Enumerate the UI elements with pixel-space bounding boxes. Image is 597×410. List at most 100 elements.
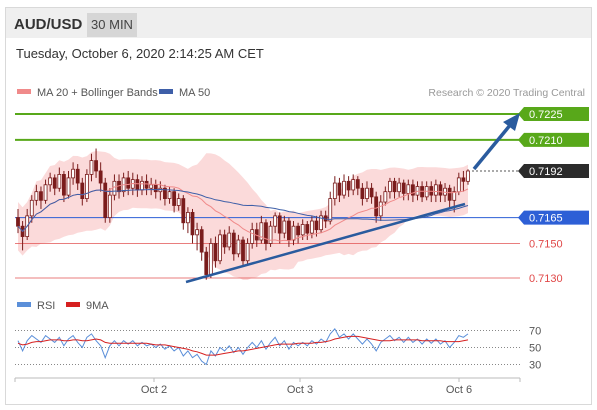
candle-body bbox=[163, 187, 167, 199]
candle-body bbox=[213, 243, 218, 262]
candle-body bbox=[287, 220, 291, 241]
candle-body bbox=[43, 184, 48, 201]
rsi-line bbox=[17, 327, 469, 366]
candle-body bbox=[360, 187, 365, 199]
candle-body bbox=[204, 251, 209, 275]
candle-body bbox=[438, 184, 443, 196]
candle-body bbox=[208, 243, 213, 275]
candle-body bbox=[103, 182, 108, 218]
chart-datetime: Tuesday, October 6, 2020 2:14:25 AM CET bbox=[16, 46, 264, 61]
candle-body bbox=[195, 229, 199, 236]
candle-body bbox=[264, 222, 268, 244]
candle-body bbox=[410, 184, 415, 196]
candle-body bbox=[57, 174, 62, 189]
candle-body bbox=[378, 201, 383, 217]
candle-body bbox=[259, 222, 264, 241]
candle-body bbox=[176, 198, 181, 206]
bollinger-bands bbox=[18, 151, 468, 280]
candle-body bbox=[185, 211, 190, 224]
candle-body bbox=[461, 177, 466, 182]
candle-body bbox=[218, 234, 222, 262]
rsi-tick-label: 70 bbox=[529, 326, 541, 338]
rsi-tick-label: 30 bbox=[529, 360, 541, 372]
rsi-tick-label: 50 bbox=[529, 343, 541, 355]
candle-body bbox=[172, 191, 177, 206]
candle-body bbox=[273, 215, 278, 227]
resistance-tag bbox=[518, 107, 589, 121]
pivot-tag bbox=[518, 210, 589, 225]
candle-body bbox=[34, 191, 39, 201]
candle-body bbox=[71, 168, 76, 179]
candle-body bbox=[236, 239, 241, 255]
candle-body bbox=[227, 232, 232, 248]
candle-body bbox=[149, 184, 154, 189]
candle-body bbox=[167, 191, 172, 199]
bollinger-band-area bbox=[18, 151, 468, 280]
candle-body bbox=[305, 224, 310, 234]
candle-body bbox=[39, 191, 43, 201]
candle-body bbox=[250, 229, 255, 244]
legend-rsi-swatch bbox=[17, 302, 31, 307]
candle-body bbox=[245, 243, 250, 262]
forecast-arrow-shaft bbox=[472, 122, 513, 171]
candle-body bbox=[222, 234, 227, 248]
candle-body bbox=[314, 220, 319, 231]
key-levels: 0.7225 0.7210 0.7192 0.7165 0.7150 0.7130 bbox=[15, 107, 589, 285]
candle-body bbox=[94, 160, 98, 172]
research-credit: Research © 2020 Trading Central bbox=[428, 87, 585, 99]
candle-body bbox=[346, 180, 351, 191]
candle-body bbox=[144, 180, 149, 189]
legend-ma50-swatch bbox=[159, 89, 173, 94]
candle-body bbox=[277, 215, 282, 234]
candle-body bbox=[452, 191, 457, 201]
candle-body bbox=[75, 168, 80, 184]
candle-body bbox=[355, 179, 360, 189]
candle-body bbox=[369, 187, 374, 198]
candle-body bbox=[268, 225, 273, 244]
candle-body bbox=[48, 177, 53, 186]
candle-body bbox=[241, 239, 245, 262]
candle-body bbox=[80, 182, 85, 199]
candle-body bbox=[199, 229, 204, 253]
ma50-line bbox=[17, 188, 469, 233]
rsi-panel: 70 50 30 bbox=[15, 326, 541, 372]
candle-body bbox=[29, 199, 34, 217]
candle-body bbox=[342, 180, 346, 196]
candle-body bbox=[107, 194, 112, 218]
resistance-tag bbox=[518, 132, 589, 147]
x-tick-label: Oct 3 bbox=[287, 384, 313, 396]
candle-body bbox=[406, 184, 411, 194]
candle-body bbox=[231, 232, 236, 255]
x-axis: Oct 2 Oct 3 Oct 6 bbox=[14, 377, 521, 396]
candle-body bbox=[190, 211, 195, 236]
candle-body bbox=[433, 184, 438, 196]
annotations bbox=[185, 113, 520, 284]
candle-body bbox=[282, 220, 287, 234]
level-label: 0.7210 bbox=[529, 135, 563, 147]
candle-body bbox=[126, 177, 131, 189]
legend-ma20-label: MA 20 + Bollinger Bands bbox=[37, 87, 158, 99]
timeframe-badge[interactable]: 30 MIN bbox=[87, 13, 137, 37]
last-price-tag bbox=[518, 163, 589, 178]
level-label: 0.7130 bbox=[529, 273, 563, 285]
candle-body bbox=[181, 198, 186, 224]
candle-body bbox=[374, 196, 379, 217]
level-label: 0.7165 bbox=[529, 213, 563, 225]
legend-9ma-label: 9MA bbox=[86, 300, 109, 312]
candle-body bbox=[401, 182, 406, 194]
candle-body bbox=[397, 182, 402, 193]
legend-9ma-swatch bbox=[66, 302, 80, 307]
moving-averages bbox=[17, 182, 469, 242]
candle-body bbox=[337, 182, 342, 196]
legend-ma20-swatch bbox=[17, 89, 31, 94]
candle-body bbox=[466, 170, 470, 182]
x-tick-label: Oct 2 bbox=[141, 384, 167, 396]
candle-body bbox=[140, 180, 144, 191]
level-label: 0.7150 bbox=[529, 238, 563, 250]
legend-ma50-label: MA 50 bbox=[179, 87, 210, 99]
candle-body bbox=[66, 177, 71, 196]
candle-body bbox=[351, 179, 356, 191]
candle-body bbox=[447, 187, 452, 201]
candle-body bbox=[98, 170, 103, 184]
